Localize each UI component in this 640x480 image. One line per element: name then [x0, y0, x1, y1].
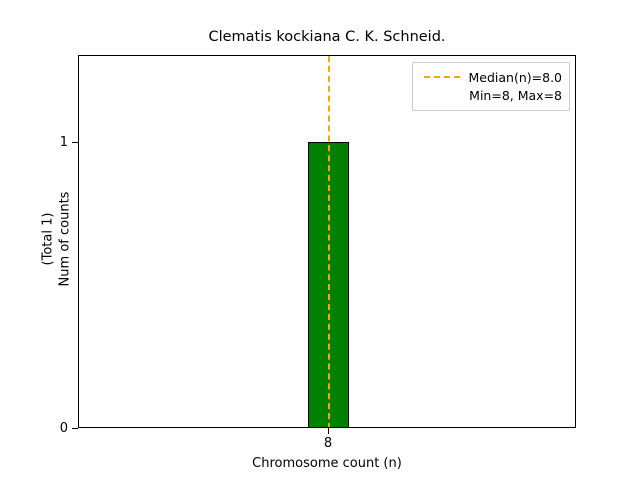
legend-entry-minmax: Min=8, Max=8 — [420, 86, 562, 104]
y-axis-label: (Total 1) Num of counts — [40, 53, 74, 426]
xtick-mark-8 — [328, 428, 329, 434]
median-line — [328, 56, 330, 427]
ytick-label-0: 0 — [59, 421, 68, 436]
y-axis-label-line-1: Num of counts — [57, 191, 73, 287]
ytick-label-1: 1 — [59, 135, 68, 150]
y-axis-label-line-2: (Total 1) — [40, 212, 56, 266]
x-axis-label: Chromosome count (n) — [252, 456, 402, 471]
ytick-mark-1 — [72, 142, 78, 143]
chart-title: Clematis kockiana C. K. Schneid. — [208, 29, 446, 45]
legend: Median(n)=8.0 Min=8, Max=8 — [412, 62, 570, 111]
ytick-mark-0 — [72, 428, 78, 429]
xtick-label-8: 8 — [323, 436, 333, 451]
plot-area — [78, 55, 576, 428]
legend-label-minmax: Min=8, Max=8 — [469, 87, 562, 103]
legend-dashed-line-icon — [423, 76, 460, 78]
legend-label-median: Median(n)=8.0 — [468, 69, 563, 85]
legend-entry-median: Median(n)=8.0 — [420, 68, 562, 86]
